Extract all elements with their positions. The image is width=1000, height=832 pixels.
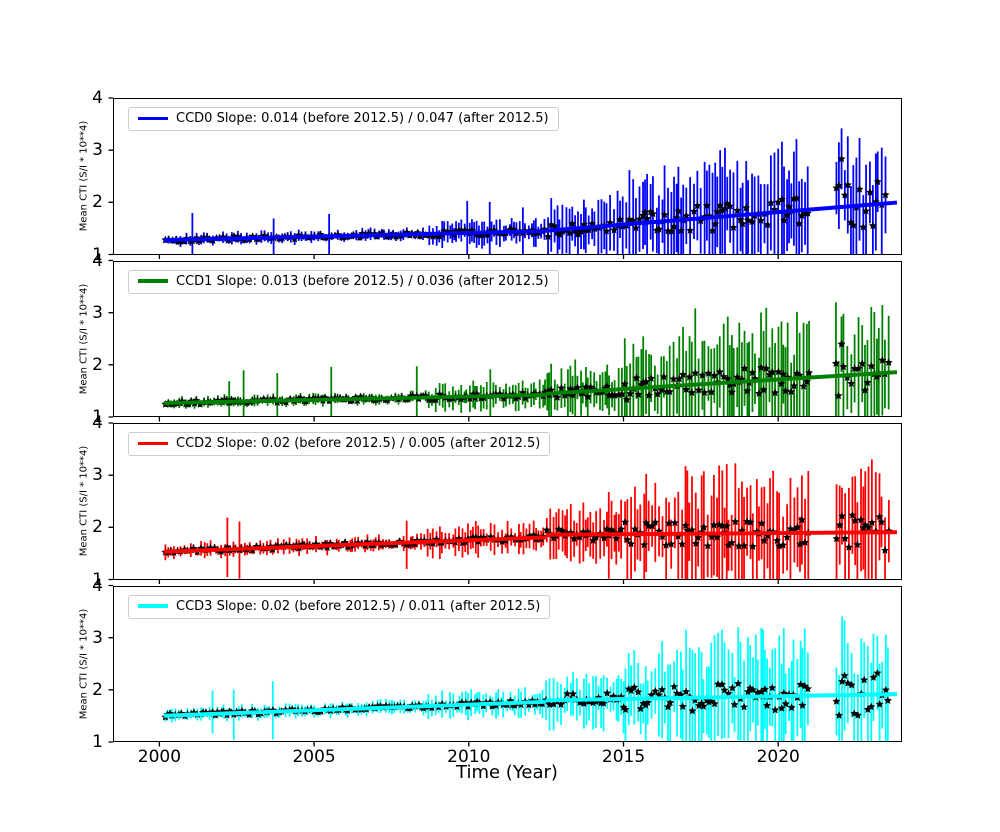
ccd0-legend-label: CCD0 Slope: 0.014 (before 2012.5) / 0.04… xyxy=(176,111,549,126)
y-tick-label: 3 xyxy=(92,465,103,486)
y-tick-label: 4 xyxy=(92,413,103,433)
y-tick-label: 3 xyxy=(92,627,103,648)
ccd1-legend-label: CCD1 Slope: 0.013 (before 2012.5) / 0.03… xyxy=(176,273,549,289)
x-tick-label: 2020 xyxy=(756,747,800,767)
ccd0-legend-line xyxy=(138,116,168,121)
plot-panel-ccd3: CCD3 Slope: 0.02 (before 2012.5) / 0.011… xyxy=(113,585,902,742)
y-tick-label: 1 xyxy=(92,569,103,590)
y-tick-label: 2 xyxy=(92,354,103,375)
ccd1-legend-line xyxy=(138,279,168,283)
y-axis-title: Mean CTI (S/I * 10**4) xyxy=(78,445,90,557)
y-tick-label: 3 xyxy=(92,140,103,161)
ccd0-legend: CCD0 Slope: 0.014 (before 2012.5) / 0.04… xyxy=(128,107,559,131)
ccd3-legend-label: CCD3 Slope: 0.02 (before 2012.5) / 0.011… xyxy=(176,598,541,614)
y-tick-label: 2 xyxy=(92,192,103,213)
y-tick-label: 4 xyxy=(92,575,103,596)
ccd2-legend-line xyxy=(138,441,168,446)
y-axis-title: Mean CTI (S/I * 10**4) xyxy=(78,120,90,232)
plot-panel-ccd1: CCD1 Slope: 0.013 (before 2012.5) / 0.03… xyxy=(113,260,902,417)
y-axis-title: Mean CTI (S/I * 10**4) xyxy=(78,283,90,395)
y-tick-label: 4 xyxy=(92,88,103,108)
ccd2-trend-line-after xyxy=(545,530,897,537)
ccd3-legend-line xyxy=(138,604,168,608)
y-axis-title: Mean CTI (S/I * 10**4) xyxy=(78,608,90,720)
y-tick-label: 3 xyxy=(92,302,103,323)
x-tick-label: 2000 xyxy=(137,747,182,767)
y-tick-label: 4 xyxy=(92,250,103,271)
y-tick-label: 1 xyxy=(92,244,103,265)
ccd2-legend-label: CCD2 Slope: 0.02 (before 2012.5) / 0.005… xyxy=(176,436,541,451)
ccd1-legend: CCD1 Slope: 0.013 (before 2012.5) / 0.03… xyxy=(128,269,559,294)
x-tick-label: 2015 xyxy=(601,747,646,767)
y-tick-label: 2 xyxy=(92,517,103,538)
plot-panel-ccd0: CCD0 Slope: 0.014 (before 2012.5) / 0.04… xyxy=(113,98,902,255)
x-tick-label: 2010 xyxy=(447,747,491,767)
ccd2-error-bars xyxy=(164,459,890,579)
y-tick-label: 1 xyxy=(92,732,103,752)
ccd3-legend: CCD3 Slope: 0.02 (before 2012.5) / 0.011… xyxy=(128,594,551,619)
ccd3-error-bars xyxy=(164,615,889,741)
y-tick-label: 1 xyxy=(92,407,103,427)
x-tick-label: 2005 xyxy=(292,747,336,767)
y-tick-label: 2 xyxy=(92,679,103,700)
x-axis-title: Time (Year) xyxy=(456,762,558,783)
ccd2-legend: CCD2 Slope: 0.02 (before 2012.5) / 0.005… xyxy=(128,432,551,456)
plot-panel-ccd2: CCD2 Slope: 0.02 (before 2012.5) / 0.005… xyxy=(113,423,902,580)
